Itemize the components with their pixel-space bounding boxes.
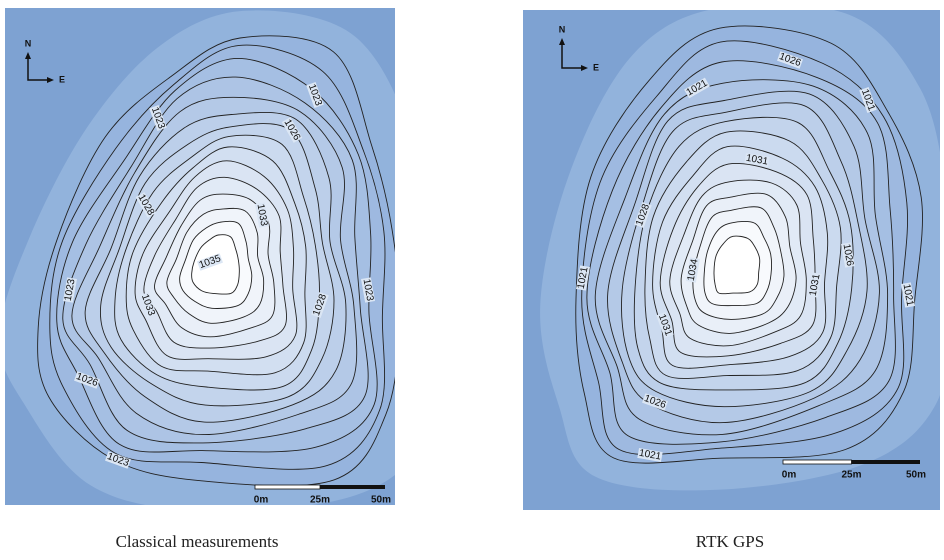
north-label: N [559, 24, 566, 34]
scale-label: 50m [371, 495, 391, 506]
label-backdrop [62, 277, 78, 303]
label-backdrop [634, 202, 652, 228]
label-backdrop [656, 312, 674, 338]
contour-label: 1023 [63, 278, 78, 302]
contour-label: 1033 [255, 203, 270, 227]
contour-map [5, 10, 395, 505]
caption: RTK GPS [696, 532, 764, 551]
label-backdrop [575, 265, 591, 291]
label-backdrop [859, 87, 877, 113]
label-backdrop [74, 371, 100, 389]
contour-label: 1026 [841, 243, 856, 267]
label-backdrop [807, 272, 823, 298]
label-backdrop [254, 202, 270, 228]
east-label: E [59, 74, 65, 84]
scale-bar-light [782, 459, 852, 465]
scale-bar-dark [851, 460, 920, 464]
contour-label: 1021 [576, 266, 591, 290]
label-backdrop [744, 152, 770, 168]
contour-label: 1021 [638, 448, 662, 463]
contour-map [540, 10, 940, 491]
label-backdrop [360, 277, 376, 303]
contour-label: 1031 [808, 273, 823, 297]
label-backdrop [281, 117, 303, 143]
contour-label: 1023 [361, 278, 376, 302]
contour-label: 1034 [686, 258, 701, 282]
label-backdrop [685, 257, 701, 283]
scale-label: 0m [782, 470, 797, 481]
contour-line [713, 235, 761, 295]
label-backdrop [637, 447, 663, 463]
contour-label: 1021 [901, 283, 916, 307]
label-backdrop [139, 292, 157, 318]
north-arrow [27, 44, 582, 81]
scale-bar-light [254, 484, 321, 490]
north-label: N [25, 38, 32, 48]
label-backdrop [135, 192, 157, 218]
label-backdrop [642, 393, 668, 411]
caption: Classical measurements [116, 532, 279, 551]
label-backdrop [900, 282, 916, 308]
scale-bar-dark [320, 485, 385, 489]
east-label: E [593, 62, 599, 72]
label-backdrop [777, 51, 803, 69]
scale-label: 25m [841, 470, 861, 481]
label-backdrop [105, 451, 131, 469]
arrow-heads [25, 38, 588, 83]
label-backdrop [311, 292, 329, 318]
label-backdrop [149, 105, 167, 131]
scale-label: 50m [906, 470, 926, 481]
label-backdrop [840, 242, 856, 268]
label-backdrop [197, 253, 223, 271]
contour-label: 1031 [745, 153, 769, 168]
label-backdrop [306, 82, 324, 108]
scale-label: 0m [254, 495, 269, 506]
label-backdrop [684, 77, 710, 99]
scale-label: 25m [310, 495, 330, 506]
